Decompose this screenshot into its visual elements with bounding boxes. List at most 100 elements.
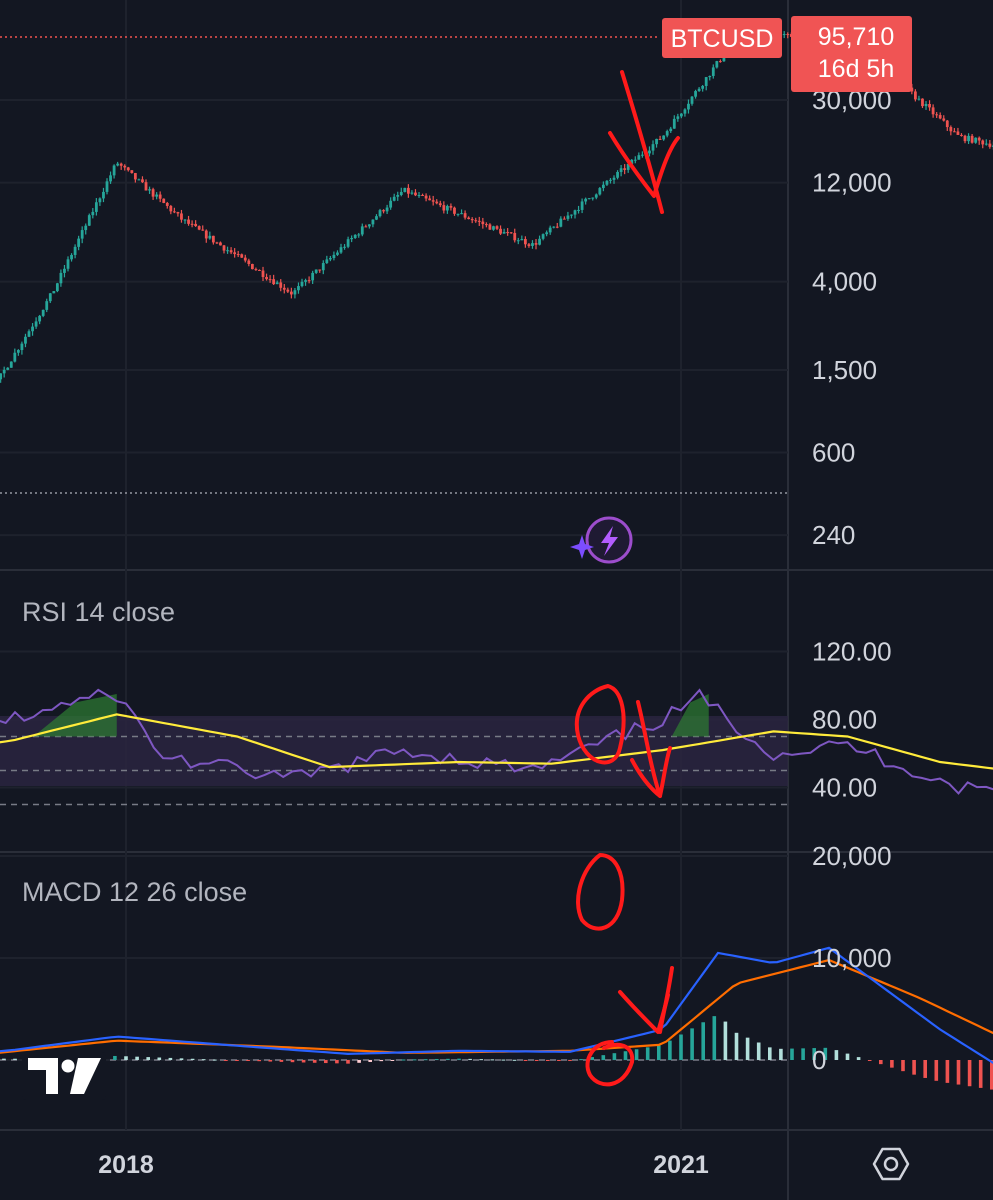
candle[interactable] bbox=[616, 170, 619, 180]
candle[interactable] bbox=[708, 75, 712, 81]
candle[interactable] bbox=[201, 225, 205, 231]
candle[interactable] bbox=[484, 222, 488, 228]
candle[interactable] bbox=[286, 287, 290, 293]
candle[interactable] bbox=[87, 213, 91, 227]
candle[interactable] bbox=[336, 250, 339, 256]
candle[interactable] bbox=[385, 204, 389, 215]
candle[interactable] bbox=[967, 133, 970, 145]
candle[interactable] bbox=[438, 200, 442, 208]
candle[interactable] bbox=[190, 220, 194, 228]
candle[interactable] bbox=[704, 76, 708, 91]
candle[interactable] bbox=[169, 204, 173, 215]
candle[interactable] bbox=[240, 253, 244, 258]
candle[interactable] bbox=[112, 164, 116, 179]
candle[interactable] bbox=[102, 187, 105, 203]
candle[interactable] bbox=[981, 139, 985, 149]
candle[interactable] bbox=[445, 204, 449, 214]
candle[interactable] bbox=[463, 210, 467, 220]
candle[interactable] bbox=[392, 193, 396, 202]
candle[interactable] bbox=[275, 280, 279, 285]
candle[interactable] bbox=[619, 165, 623, 177]
candle[interactable] bbox=[20, 341, 24, 355]
candle[interactable] bbox=[226, 246, 229, 254]
candle[interactable] bbox=[215, 241, 219, 244]
candle[interactable] bbox=[105, 178, 109, 195]
tradingview-logo[interactable] bbox=[22, 1052, 106, 1100]
macd-pane[interactable]: 0 10,000 20,000 bbox=[0, 841, 993, 1095]
candle[interactable] bbox=[378, 208, 382, 218]
candle[interactable] bbox=[254, 267, 258, 271]
candle[interactable] bbox=[527, 242, 531, 248]
candle[interactable] bbox=[942, 115, 946, 122]
candle[interactable] bbox=[952, 128, 956, 133]
candle[interactable] bbox=[492, 225, 495, 231]
candle[interactable] bbox=[651, 140, 655, 155]
candle[interactable] bbox=[34, 317, 38, 329]
candle[interactable] bbox=[52, 291, 56, 294]
candle[interactable] bbox=[435, 199, 439, 205]
candle[interactable] bbox=[921, 98, 924, 109]
candle[interactable] bbox=[421, 193, 424, 197]
candle[interactable] bbox=[268, 275, 272, 283]
candle[interactable] bbox=[711, 64, 715, 79]
candle[interactable] bbox=[314, 269, 318, 274]
candle[interactable] bbox=[687, 99, 690, 114]
candle[interactable] bbox=[27, 329, 31, 338]
candle[interactable] bbox=[715, 60, 719, 69]
candle[interactable] bbox=[403, 187, 407, 193]
candle[interactable] bbox=[949, 125, 953, 136]
candle[interactable] bbox=[346, 236, 350, 249]
candle[interactable] bbox=[211, 235, 215, 245]
candle[interactable] bbox=[410, 190, 414, 195]
candle[interactable] bbox=[679, 113, 683, 119]
candle[interactable] bbox=[289, 287, 293, 299]
candle[interactable] bbox=[364, 224, 368, 228]
macd-signal-line[interactable] bbox=[0, 895, 993, 1068]
candle[interactable] bbox=[506, 228, 510, 236]
candle[interactable] bbox=[683, 108, 687, 117]
candle[interactable] bbox=[598, 186, 602, 196]
candle[interactable] bbox=[360, 223, 364, 237]
candle[interactable] bbox=[66, 256, 70, 272]
candle[interactable] bbox=[109, 171, 112, 184]
candle[interactable] bbox=[442, 201, 446, 214]
candle[interactable] bbox=[162, 198, 166, 204]
candle[interactable] bbox=[974, 137, 978, 144]
candle[interactable] bbox=[690, 95, 694, 106]
candle[interactable] bbox=[204, 229, 208, 243]
candle[interactable] bbox=[9, 361, 13, 368]
candle[interactable] bbox=[279, 279, 283, 292]
candle[interactable] bbox=[197, 225, 201, 231]
candle[interactable] bbox=[45, 298, 49, 313]
candle[interactable] bbox=[367, 224, 371, 229]
candle[interactable] bbox=[293, 288, 297, 299]
candle[interactable] bbox=[633, 156, 637, 164]
candle[interactable] bbox=[676, 113, 680, 122]
candle[interactable] bbox=[917, 95, 921, 101]
settings-gear-icon[interactable] bbox=[872, 1147, 910, 1181]
candle[interactable] bbox=[123, 164, 127, 171]
candle[interactable] bbox=[658, 135, 662, 140]
candle[interactable] bbox=[357, 232, 361, 238]
candle[interactable] bbox=[84, 223, 88, 235]
candle[interactable] bbox=[977, 136, 981, 145]
candle[interactable] bbox=[180, 209, 183, 223]
candle[interactable] bbox=[261, 266, 265, 282]
candle[interactable] bbox=[126, 166, 130, 172]
candle[interactable] bbox=[307, 276, 311, 284]
candle[interactable] bbox=[988, 139, 992, 149]
candle[interactable] bbox=[151, 187, 155, 200]
candle[interactable] bbox=[963, 134, 967, 144]
candle[interactable] bbox=[158, 191, 162, 203]
candle[interactable] bbox=[297, 282, 300, 294]
candle[interactable] bbox=[573, 209, 577, 219]
candle[interactable] bbox=[300, 278, 304, 288]
candle[interactable] bbox=[640, 151, 644, 158]
candle[interactable] bbox=[63, 264, 66, 278]
candle[interactable] bbox=[73, 244, 77, 259]
candle[interactable] bbox=[559, 216, 563, 228]
rsi-line[interactable] bbox=[0, 688, 993, 798]
candle[interactable] bbox=[371, 219, 375, 228]
candle[interactable] bbox=[488, 223, 492, 230]
candle[interactable] bbox=[499, 225, 502, 236]
